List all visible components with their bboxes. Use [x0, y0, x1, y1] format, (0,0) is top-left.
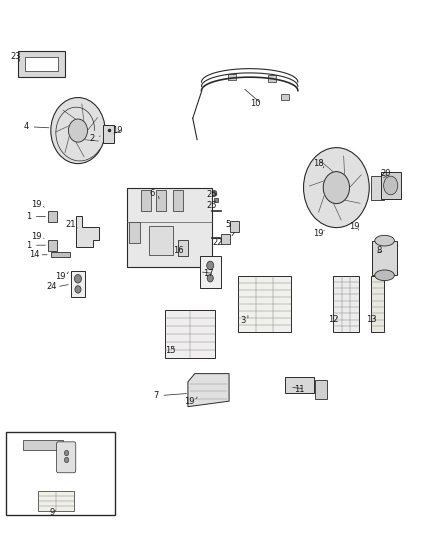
Text: 19: 19: [31, 200, 41, 209]
FancyBboxPatch shape: [129, 222, 140, 243]
FancyBboxPatch shape: [371, 175, 384, 199]
FancyBboxPatch shape: [25, 57, 58, 71]
Circle shape: [323, 172, 350, 204]
FancyBboxPatch shape: [372, 241, 397, 275]
Text: 8: 8: [377, 246, 382, 255]
FancyBboxPatch shape: [315, 379, 327, 399]
FancyBboxPatch shape: [200, 256, 221, 288]
Text: 25: 25: [207, 201, 217, 209]
Text: 26: 26: [207, 190, 217, 198]
FancyBboxPatch shape: [48, 211, 57, 222]
FancyBboxPatch shape: [381, 172, 401, 199]
Text: 23: 23: [10, 52, 21, 61]
FancyBboxPatch shape: [230, 221, 239, 232]
Text: 16: 16: [173, 246, 184, 255]
FancyBboxPatch shape: [103, 125, 114, 143]
FancyBboxPatch shape: [51, 252, 71, 256]
FancyBboxPatch shape: [71, 271, 85, 297]
Text: 22: 22: [212, 238, 223, 247]
Circle shape: [207, 261, 214, 270]
FancyBboxPatch shape: [281, 94, 289, 100]
Circle shape: [207, 274, 213, 282]
Text: 15: 15: [166, 346, 176, 355]
Circle shape: [68, 119, 88, 142]
Text: 3: 3: [240, 317, 245, 325]
FancyBboxPatch shape: [48, 240, 57, 251]
FancyBboxPatch shape: [228, 74, 236, 80]
FancyBboxPatch shape: [165, 310, 215, 358]
Text: 13: 13: [366, 316, 377, 324]
FancyBboxPatch shape: [333, 276, 359, 332]
Text: 1: 1: [26, 241, 31, 249]
Circle shape: [64, 450, 69, 456]
FancyBboxPatch shape: [221, 234, 230, 244]
Text: 18: 18: [314, 159, 324, 168]
Text: 12: 12: [328, 316, 339, 324]
Circle shape: [75, 286, 81, 293]
Text: 9: 9: [50, 508, 55, 517]
FancyBboxPatch shape: [18, 51, 65, 77]
Ellipse shape: [384, 176, 398, 195]
FancyBboxPatch shape: [371, 276, 384, 332]
FancyBboxPatch shape: [6, 432, 115, 515]
Text: 5: 5: [225, 220, 230, 229]
Text: 21: 21: [66, 221, 76, 229]
FancyBboxPatch shape: [178, 240, 188, 256]
Text: 19: 19: [31, 232, 41, 241]
Text: 19: 19: [55, 272, 66, 280]
Text: 19: 19: [349, 222, 359, 231]
FancyBboxPatch shape: [268, 76, 276, 82]
FancyBboxPatch shape: [238, 276, 291, 332]
FancyBboxPatch shape: [156, 190, 166, 211]
Text: 20: 20: [380, 169, 391, 178]
Text: 4: 4: [24, 123, 29, 131]
FancyBboxPatch shape: [149, 226, 173, 255]
Circle shape: [64, 457, 69, 463]
FancyBboxPatch shape: [141, 190, 151, 211]
FancyBboxPatch shape: [38, 491, 74, 511]
Text: 17: 17: [203, 269, 214, 278]
Ellipse shape: [375, 236, 394, 246]
Text: 2: 2: [89, 134, 95, 142]
Text: 7: 7: [153, 391, 159, 400]
FancyBboxPatch shape: [57, 442, 76, 473]
Circle shape: [74, 274, 81, 283]
FancyBboxPatch shape: [285, 377, 314, 393]
Text: 11: 11: [294, 385, 305, 393]
Polygon shape: [188, 374, 229, 407]
Polygon shape: [76, 216, 99, 247]
Text: 24: 24: [46, 282, 57, 291]
Circle shape: [304, 148, 369, 228]
Text: 6: 6: [150, 189, 155, 198]
Text: 10: 10: [251, 99, 261, 108]
Text: 19: 19: [313, 229, 323, 238]
Ellipse shape: [375, 270, 394, 280]
Text: 19: 19: [112, 126, 123, 134]
FancyBboxPatch shape: [173, 190, 183, 211]
Text: 1: 1: [26, 212, 31, 221]
FancyBboxPatch shape: [23, 440, 63, 450]
Text: 14: 14: [29, 251, 39, 259]
FancyBboxPatch shape: [127, 188, 212, 266]
Circle shape: [51, 98, 105, 164]
Text: 19: 19: [184, 397, 194, 406]
